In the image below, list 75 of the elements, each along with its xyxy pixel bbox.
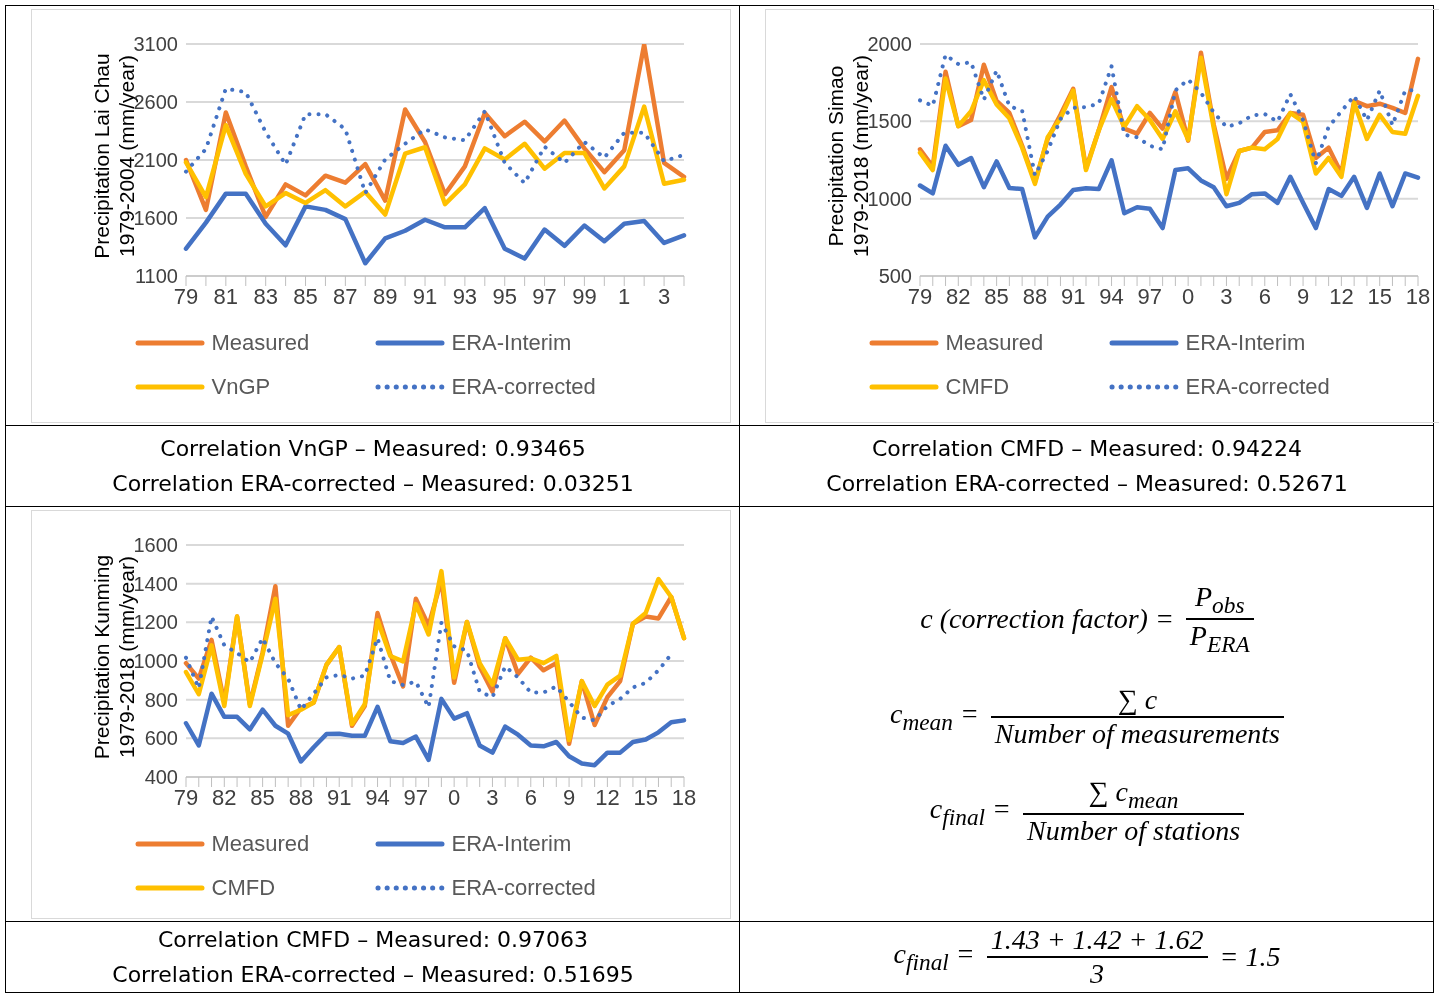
x-tick-label: 12: [595, 784, 620, 810]
x-tick-label: 1: [618, 283, 631, 309]
text: = 1.5: [1219, 941, 1281, 973]
x-tick-label: 0: [1182, 283, 1195, 309]
x-tick-label: 85: [984, 283, 1009, 309]
legend-label: CMFD: [211, 875, 276, 901]
y-tick-label: 600: [144, 727, 178, 750]
x-tick-label: 89: [372, 283, 398, 309]
x-tick-label: 91: [326, 784, 352, 810]
x-tick-label: 94: [1099, 283, 1124, 309]
x-tick-label: 82: [946, 283, 971, 309]
text: c$_{final}$ =: [929, 792, 1011, 831]
x-tick-label: 94: [365, 784, 390, 810]
x-tick-label: 18: [671, 784, 697, 810]
x-tick-label: 95: [492, 283, 517, 309]
text: ∑ c: [1116, 683, 1159, 716]
x-tick-label: 81: [213, 283, 239, 309]
text: Correlation ERA-corrected – Measured: 0.52671: [826, 470, 1348, 498]
x-tick-label: 85: [293, 283, 318, 309]
text: P$_{obs}$: [1193, 580, 1246, 619]
text: Correlation ERA-corrected – Measured: 0.51695: [112, 961, 634, 989]
x-tick-label: 97: [532, 283, 557, 309]
x-tick-label: 91: [1060, 283, 1086, 309]
y-tick-label: 2000: [867, 33, 912, 56]
x-tick-label: 12: [1329, 283, 1354, 309]
x-tick-label: 93: [452, 283, 478, 309]
x-tick-label: 6: [524, 784, 537, 810]
x-tick-label: 3: [657, 283, 671, 309]
text: Number of measurements: [993, 717, 1281, 750]
y-tick-label: 3100: [133, 33, 178, 56]
legend-label: ERA-Interim: [451, 831, 572, 857]
y-tick-label: 800: [144, 688, 178, 711]
x-tick-label: 97: [1137, 283, 1163, 309]
legend-label: ERA-Interim: [1185, 330, 1306, 356]
x-tick-label: 9: [1296, 283, 1310, 309]
x-tick-label: 83: [253, 283, 278, 309]
x-tick-label: 6: [1258, 283, 1271, 309]
legend-label: VnGP: [211, 374, 271, 400]
x-tick-label: 15: [1367, 283, 1392, 309]
y-tick-label: 1600: [133, 534, 178, 557]
legend-label: ERA-corrected: [451, 875, 596, 901]
text: Correlation CMFD – Measured: 0.94224: [871, 435, 1303, 463]
x-tick-label: 85: [250, 784, 275, 810]
text: Correlation CMFD – Measured: 0.97063: [157, 926, 589, 954]
text: Correlation VnGP – Measured: 0.93465: [160, 435, 586, 463]
text: P$_{ERA}$: [1188, 620, 1251, 658]
y-tick-label: 2100: [133, 149, 178, 172]
text: 3: [1089, 958, 1106, 990]
x-tick-label: 0: [448, 784, 461, 810]
x-tick-label: 15: [633, 784, 658, 810]
legend-label: ERA-Interim: [451, 330, 572, 356]
x-tick-label: 87: [333, 283, 358, 309]
x-tick-label: 97: [403, 784, 429, 810]
legend-label: ERA-corrected: [1185, 374, 1330, 400]
x-tick-label: 99: [572, 283, 597, 309]
x-tick-label: 91: [412, 283, 438, 309]
x-tick-label: 9: [562, 784, 576, 810]
x-tick-label: 88: [288, 784, 314, 810]
x-tick-label: 88: [1022, 283, 1048, 309]
legend-label: Measured: [211, 831, 310, 857]
legend-label: CMFD: [945, 374, 1010, 400]
text: c$_{final}$ =: [893, 938, 975, 976]
text: Correlation ERA-corrected – Measured: 0.03251: [112, 470, 634, 498]
text: c$_{mean}$ =: [889, 698, 979, 736]
text: ∑ c$_{mean}$: [1087, 775, 1180, 814]
text: c (correction factor) =: [920, 603, 1174, 636]
legend-label: Measured: [211, 330, 310, 356]
x-tick-label: 3: [486, 784, 499, 810]
x-tick-label: 18: [1405, 283, 1431, 309]
x-tick-label: 82: [212, 784, 237, 810]
legend-label: ERA-corrected: [451, 374, 596, 400]
legend-label: Measured: [945, 330, 1044, 356]
x-tick-label: 3: [1220, 283, 1233, 309]
text: Number of stations: [1026, 815, 1242, 848]
text: 1.43 + 1.42 + 1.62: [989, 924, 1205, 956]
